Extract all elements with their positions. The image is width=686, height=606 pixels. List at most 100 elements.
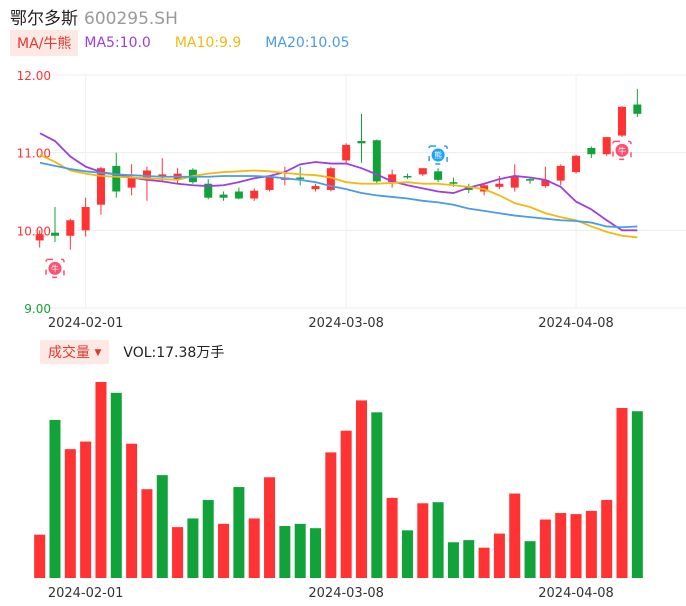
candle-body (618, 106, 627, 136)
candle (265, 175, 274, 192)
volume-bar (524, 541, 536, 578)
stock-header: 鄂尔多斯 600295.SH (10, 4, 178, 29)
volume-indicator-selector[interactable]: 成交量 ▼ (40, 340, 110, 364)
candle (434, 168, 443, 183)
candle (96, 166, 105, 215)
volume-bar (279, 526, 291, 578)
signal-label: 牛 (51, 263, 59, 273)
candle (526, 177, 535, 184)
volume-bar (141, 489, 153, 578)
volume-bar (95, 382, 107, 578)
candle (142, 166, 151, 201)
candle-body (556, 165, 565, 181)
signal-frame (612, 140, 632, 161)
y-tick-label: 12.00 (17, 69, 51, 83)
candle-body (342, 144, 351, 161)
candle-body (265, 177, 274, 190)
volume-bar (80, 441, 92, 578)
candle (372, 139, 381, 184)
volume-bar (463, 540, 475, 578)
x-tick-label: 2024-03-08 (308, 316, 384, 331)
price-grid: 12.00 11.00 10.00 9.00 (17, 69, 686, 316)
volume-bar (493, 533, 505, 578)
candle-body (357, 141, 366, 144)
volume-bar (447, 542, 459, 578)
candle-body (587, 148, 596, 155)
stock-name: 鄂尔多斯 (10, 9, 78, 29)
y-tick-label: 10.00 (17, 224, 51, 238)
candle (81, 197, 90, 237)
candle (35, 230, 44, 248)
volume-bar (218, 523, 230, 578)
ma-indicator-selector[interactable]: MA/牛熊 (10, 30, 79, 56)
candle (388, 169, 397, 188)
volume-bar (509, 493, 521, 578)
volume-bar (616, 407, 628, 578)
signal-label: 熊 (434, 150, 442, 160)
volume-bar (294, 523, 306, 578)
volume-bar (555, 513, 567, 578)
candles (35, 88, 642, 250)
volume-bar (310, 528, 322, 578)
y-tick-label: 11.00 (17, 147, 51, 161)
candle-body (388, 174, 397, 183)
volume-bar (401, 530, 413, 578)
volume-value: VOL:17.38万手 (123, 345, 225, 361)
volume-bar (478, 547, 490, 578)
candle-body (204, 183, 213, 198)
volume-bar (386, 497, 398, 578)
candle-body (311, 186, 320, 190)
volume-bar (110, 392, 122, 578)
y-tick-label: 9.00 (24, 302, 51, 316)
volume-bar (49, 419, 61, 578)
candle (357, 113, 366, 163)
candle (587, 146, 596, 159)
volume-legend: 成交量 ▼ VOL:17.38万手 (40, 340, 225, 364)
candle-body (66, 220, 75, 236)
volume-bar (601, 500, 613, 578)
candle (311, 183, 320, 192)
volume-bar (432, 502, 444, 578)
candle (510, 164, 519, 192)
ma-legend: MA/牛熊 MA5:10.0 MA10:9.9 MA20:10.05 (10, 30, 374, 56)
candle-body (633, 104, 642, 114)
signal-label: 牛 (618, 145, 626, 155)
signal-badge (431, 148, 445, 162)
x-tick-label: 2024-02-01 (48, 316, 124, 331)
bull-signal-icon: 牛 (612, 140, 632, 161)
candle-body (510, 175, 519, 188)
ma10-line (39, 154, 638, 239)
volume-bar (264, 477, 276, 578)
candle-body (495, 183, 504, 187)
candle (204, 179, 213, 200)
candle (50, 207, 59, 242)
candle (234, 187, 243, 200)
candle (280, 166, 289, 186)
candle-body (418, 168, 427, 175)
volume-bar (631, 411, 643, 578)
candle-body (219, 194, 228, 198)
volume-bar (126, 443, 138, 578)
candle (342, 143, 351, 165)
candle-body (127, 177, 136, 188)
volume-bar (570, 514, 582, 578)
bull-signal-icon: 牛 (45, 258, 65, 279)
candle (618, 106, 627, 138)
candle-body (372, 140, 381, 182)
ma20-line (39, 161, 638, 229)
candle-body (434, 171, 443, 180)
candle (602, 137, 611, 156)
candle (250, 188, 259, 201)
candle-body (81, 207, 90, 231)
volume-bar (355, 400, 367, 578)
volume-bar (187, 518, 199, 578)
volume-indicator-label: 成交量 (48, 345, 90, 361)
volume-bar (585, 510, 597, 578)
candle-body (96, 168, 105, 205)
candle-body (296, 177, 305, 180)
candle-body (449, 182, 458, 184)
candle-body (403, 175, 412, 178)
x-tick-label: 2024-04-08 (538, 316, 614, 331)
candle (127, 164, 136, 196)
